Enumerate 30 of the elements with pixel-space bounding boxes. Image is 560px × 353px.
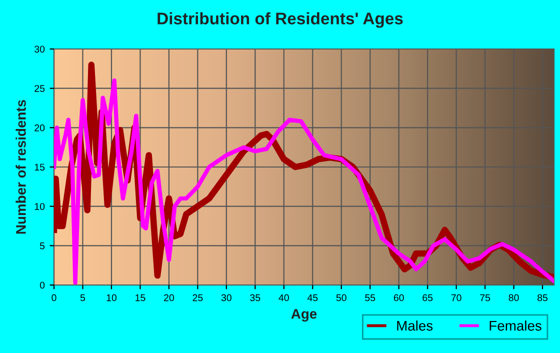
x-tick-label: 0	[52, 294, 56, 302]
chart-title: Distribution of Residents' Ages	[158, 12, 403, 28]
x-tick-label: 40	[278, 294, 289, 302]
x-tick-label: 15	[136, 294, 146, 302]
x-tick-label: 25	[192, 294, 203, 302]
legend-label: Males	[397, 320, 433, 331]
x-axis-title: Age	[291, 309, 317, 322]
y-tick-label: 0	[40, 282, 45, 289]
x-tick-label: 10	[106, 294, 116, 302]
x-tick-label: 20	[164, 294, 174, 302]
x-tick-label: 75	[480, 294, 490, 302]
y-tick-label: 20	[34, 124, 45, 132]
x-tick-label: 30	[221, 294, 232, 302]
y-tick-label: 15	[34, 164, 45, 171]
x-tick-label: 55	[365, 294, 376, 302]
x-tick-label: 5	[80, 294, 86, 302]
x-tick-label: 85	[538, 294, 548, 302]
y-tick-label: 30	[34, 46, 45, 53]
x-tick-label: 60	[394, 294, 404, 302]
x-tick-label: 50	[336, 294, 346, 302]
x-tick-label: 80	[508, 294, 519, 302]
y-tick-label: 5	[40, 242, 45, 250]
y-tick-label: 25	[34, 85, 45, 92]
x-tick-label: 35	[250, 294, 260, 302]
x-tick-label: 65	[422, 294, 433, 302]
y-axis-title: Number of residents	[16, 100, 26, 234]
x-tick-label: 70	[451, 294, 462, 302]
legend-label: Females	[490, 320, 542, 331]
x-tick-label: 45	[307, 294, 318, 302]
y-tick-label: 10	[34, 203, 45, 210]
